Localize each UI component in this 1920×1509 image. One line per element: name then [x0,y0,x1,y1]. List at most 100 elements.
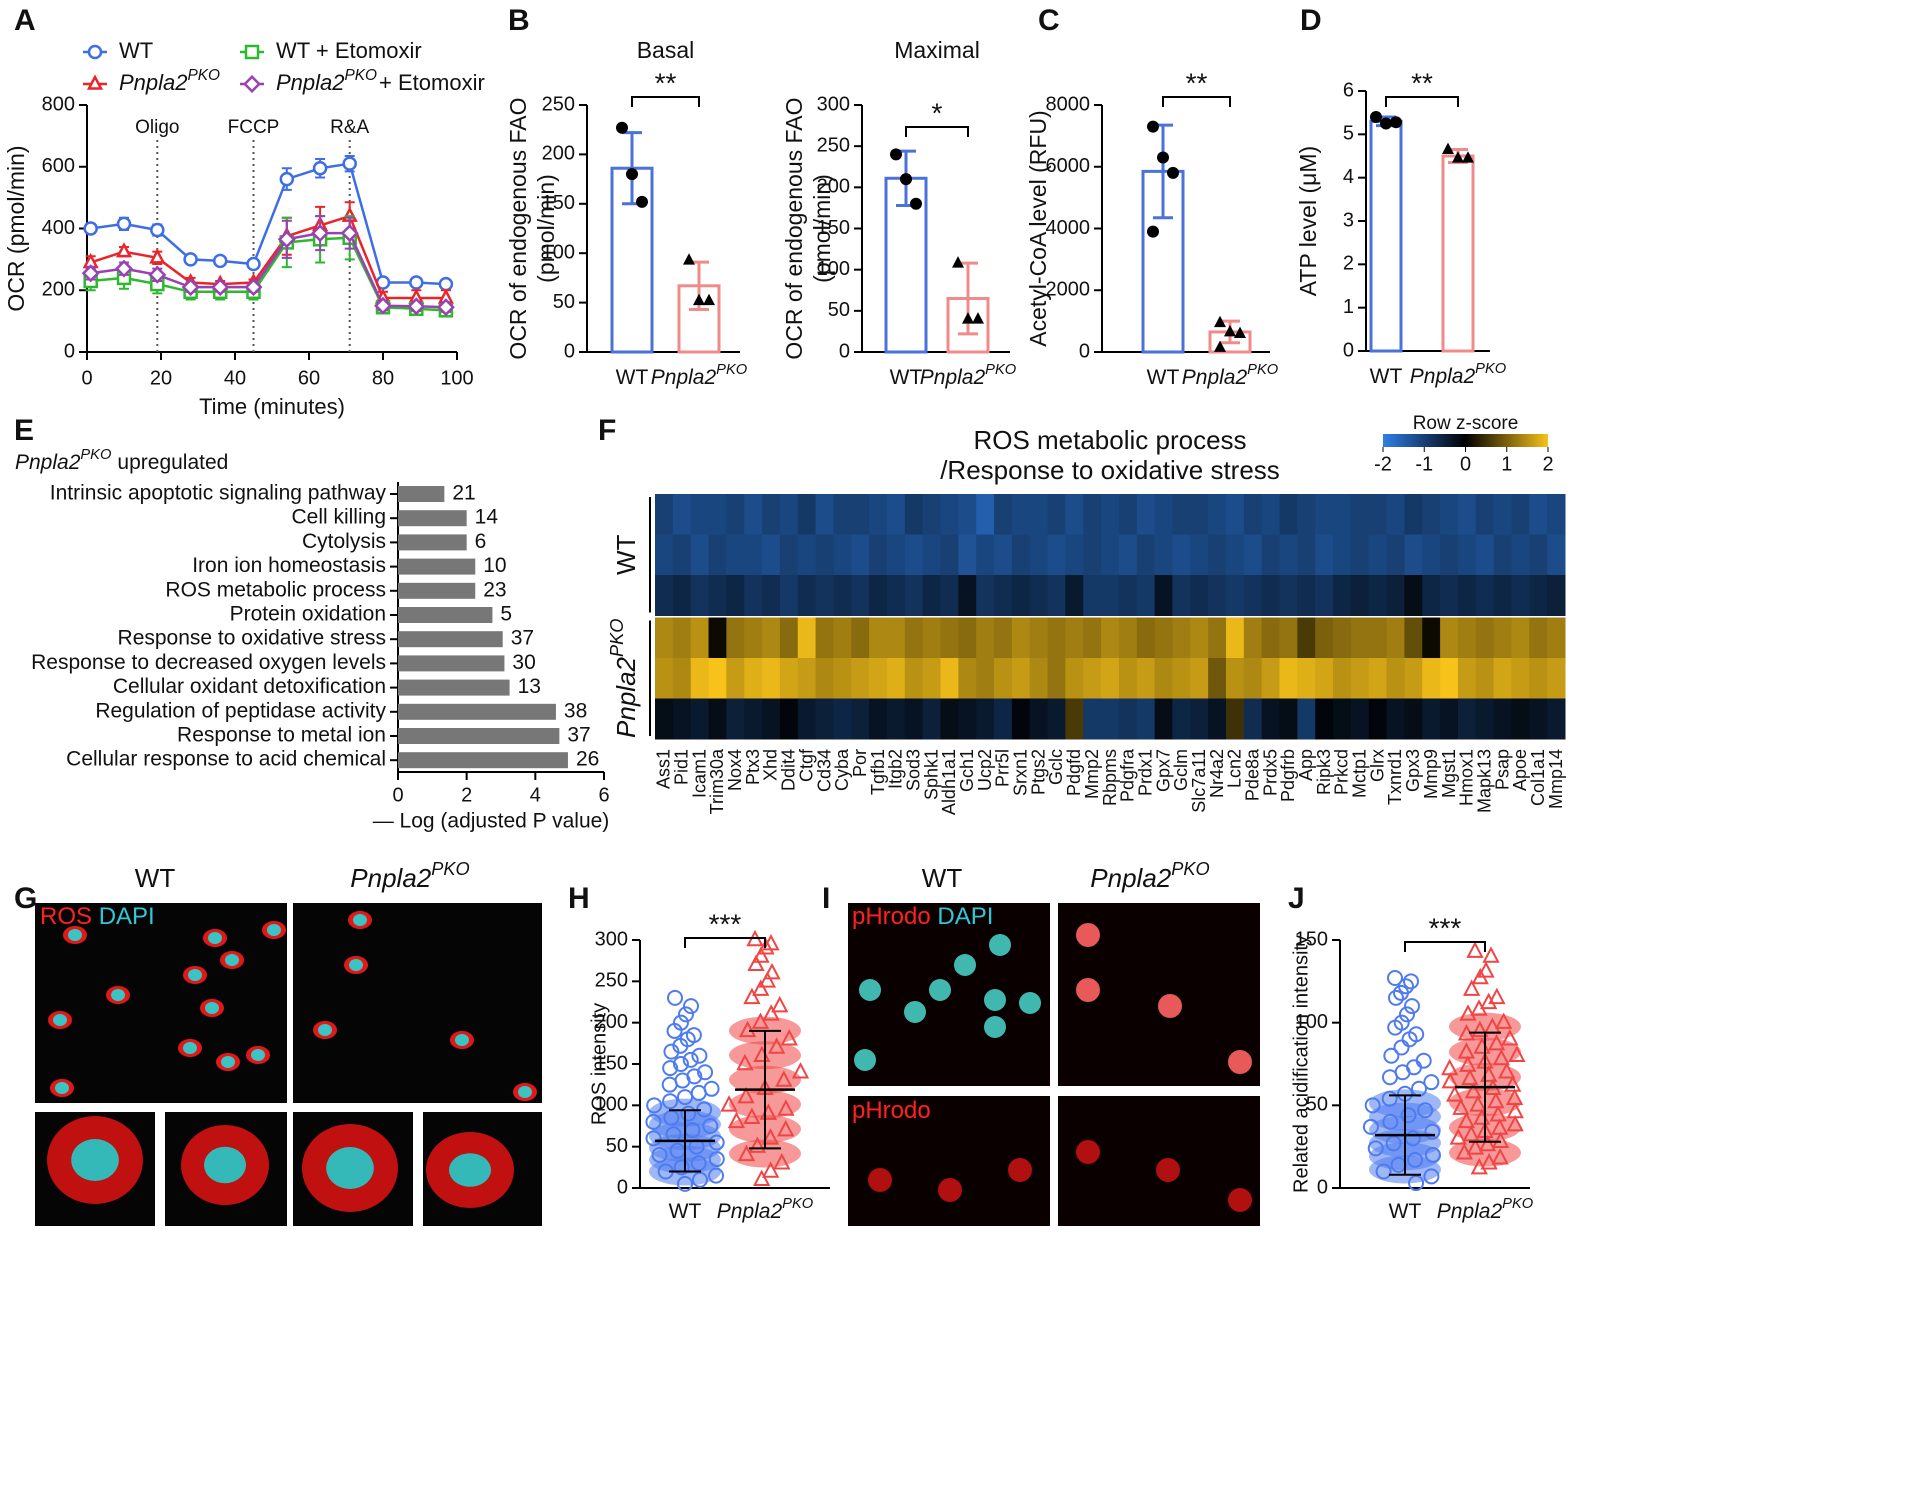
heatmap-cell [1243,534,1263,576]
heatmap-cell [1493,494,1512,535]
heatmap-cell [690,575,710,616]
data-point [691,1047,708,1064]
y-tick-label: 300 [595,928,628,950]
y-tick-label: 400 [42,217,75,239]
heatmap-cell [762,575,781,616]
nucleus [205,1002,219,1014]
column-header: Pnpla2PKO [350,859,469,893]
heatmap-cell [1136,494,1156,535]
data-point [1383,1047,1400,1064]
y-tick-label: 0 [64,340,75,362]
heatmap-cell [1118,494,1138,535]
heatmap-cell [815,698,834,740]
heatmap-cell [1279,698,1298,740]
column-label: Mapk13 [1474,749,1494,813]
heatmap-cell [958,534,977,576]
y-tick-label: Protein oxidation [230,603,386,626]
heatmap-cell [1011,575,1031,616]
cell [868,1168,892,1192]
y-tick-label: Cellular oxidant detoxification [113,675,386,698]
data-point [757,938,775,955]
point [211,278,230,297]
heatmap-cell [672,575,692,616]
stain-label: ROS DAPI [40,903,155,930]
column-label: Cd34 [814,749,834,792]
heatmap-cell [1386,494,1405,535]
heatmap-cell [1350,658,1370,699]
count-label: 30 [512,651,535,674]
row-group-label: Pnpla2PKO [607,619,641,738]
heatmap-cell [922,494,941,535]
significance-label: ** [1186,67,1208,98]
heatmap-cell [1172,575,1191,616]
data-point [1147,225,1159,238]
heatmap-cell [726,617,745,659]
heatmap-cell [886,698,906,740]
heatmap-cell [976,575,995,616]
cell [1008,1158,1032,1182]
x-tick-label: 6 [598,784,609,806]
cell [1228,1188,1252,1212]
bar [398,534,467,551]
stain: DAPI [99,903,155,930]
data-point [1479,992,1498,1010]
heatmap-cell [1047,617,1066,659]
data-point [662,1060,679,1077]
heatmap-cell [904,617,924,659]
y-tick-label: Response to oxidative stress [118,627,386,650]
column-label: Hmox1 [1457,749,1477,806]
heatmap-cell [1208,698,1227,740]
heatmap-cell [1422,534,1441,576]
heatmap-cell [1368,617,1388,659]
text-part: Pnpla2 [717,1200,783,1223]
heatmap-cell [1404,658,1423,699]
cell [984,989,1006,1011]
heatmap-cell [1457,617,1477,659]
column-label: Gclc [1046,749,1066,785]
heatmap-cell [886,494,906,535]
heatmap-cell [797,617,817,659]
heatmap-cell [1083,698,1102,740]
heatmap-cell [976,494,995,535]
data-point [1442,142,1454,154]
column-label: Aldh1a1 [939,749,959,815]
x-tick-label: 40 [224,367,246,389]
heatmap-cell [1029,617,1049,659]
nucleus [251,1049,265,1061]
heatmap-cell [1440,658,1459,699]
stain: DAPI [937,903,993,930]
bar [398,679,510,696]
heatmap-cell [1547,534,1566,576]
data-point [1380,117,1392,130]
x-tick-label: WT [1147,366,1180,389]
y-tick-label: Intrinsic apoptotic signaling pathway [50,482,387,505]
data-point [1393,984,1409,1001]
heatmap-cell [655,658,674,699]
heatmap-cell [869,534,888,576]
colorbar-tick-label: 2 [1542,453,1553,475]
count-label: 6 [475,530,487,553]
heatmap-cell [744,494,763,535]
data-point [1452,151,1464,163]
panel-label: B [508,4,530,37]
data-point [747,954,765,972]
heatmap-cell [851,494,870,535]
heatmap-cell [1047,575,1066,616]
heatmap-cell [1493,698,1512,740]
significance-label: ** [655,67,677,98]
heatmap-cell [869,698,888,740]
data-point [1214,340,1226,352]
column-label: Pde8a [1242,748,1262,801]
heatmap-cell [1261,575,1281,616]
heatmap-cell [1315,494,1334,535]
heatmap-cell [833,534,852,576]
heatmap-cell [726,575,745,616]
panel-label: H [568,882,590,915]
column-label: Pdgfra [1118,748,1138,802]
heatmap-cell [1333,534,1352,576]
text-part: Pnpla2 [920,366,986,389]
heatmap-cell [779,658,799,699]
heatmap-cell [994,698,1013,740]
heatmap-cell [1404,494,1423,535]
heatmap-cell [1350,534,1370,576]
